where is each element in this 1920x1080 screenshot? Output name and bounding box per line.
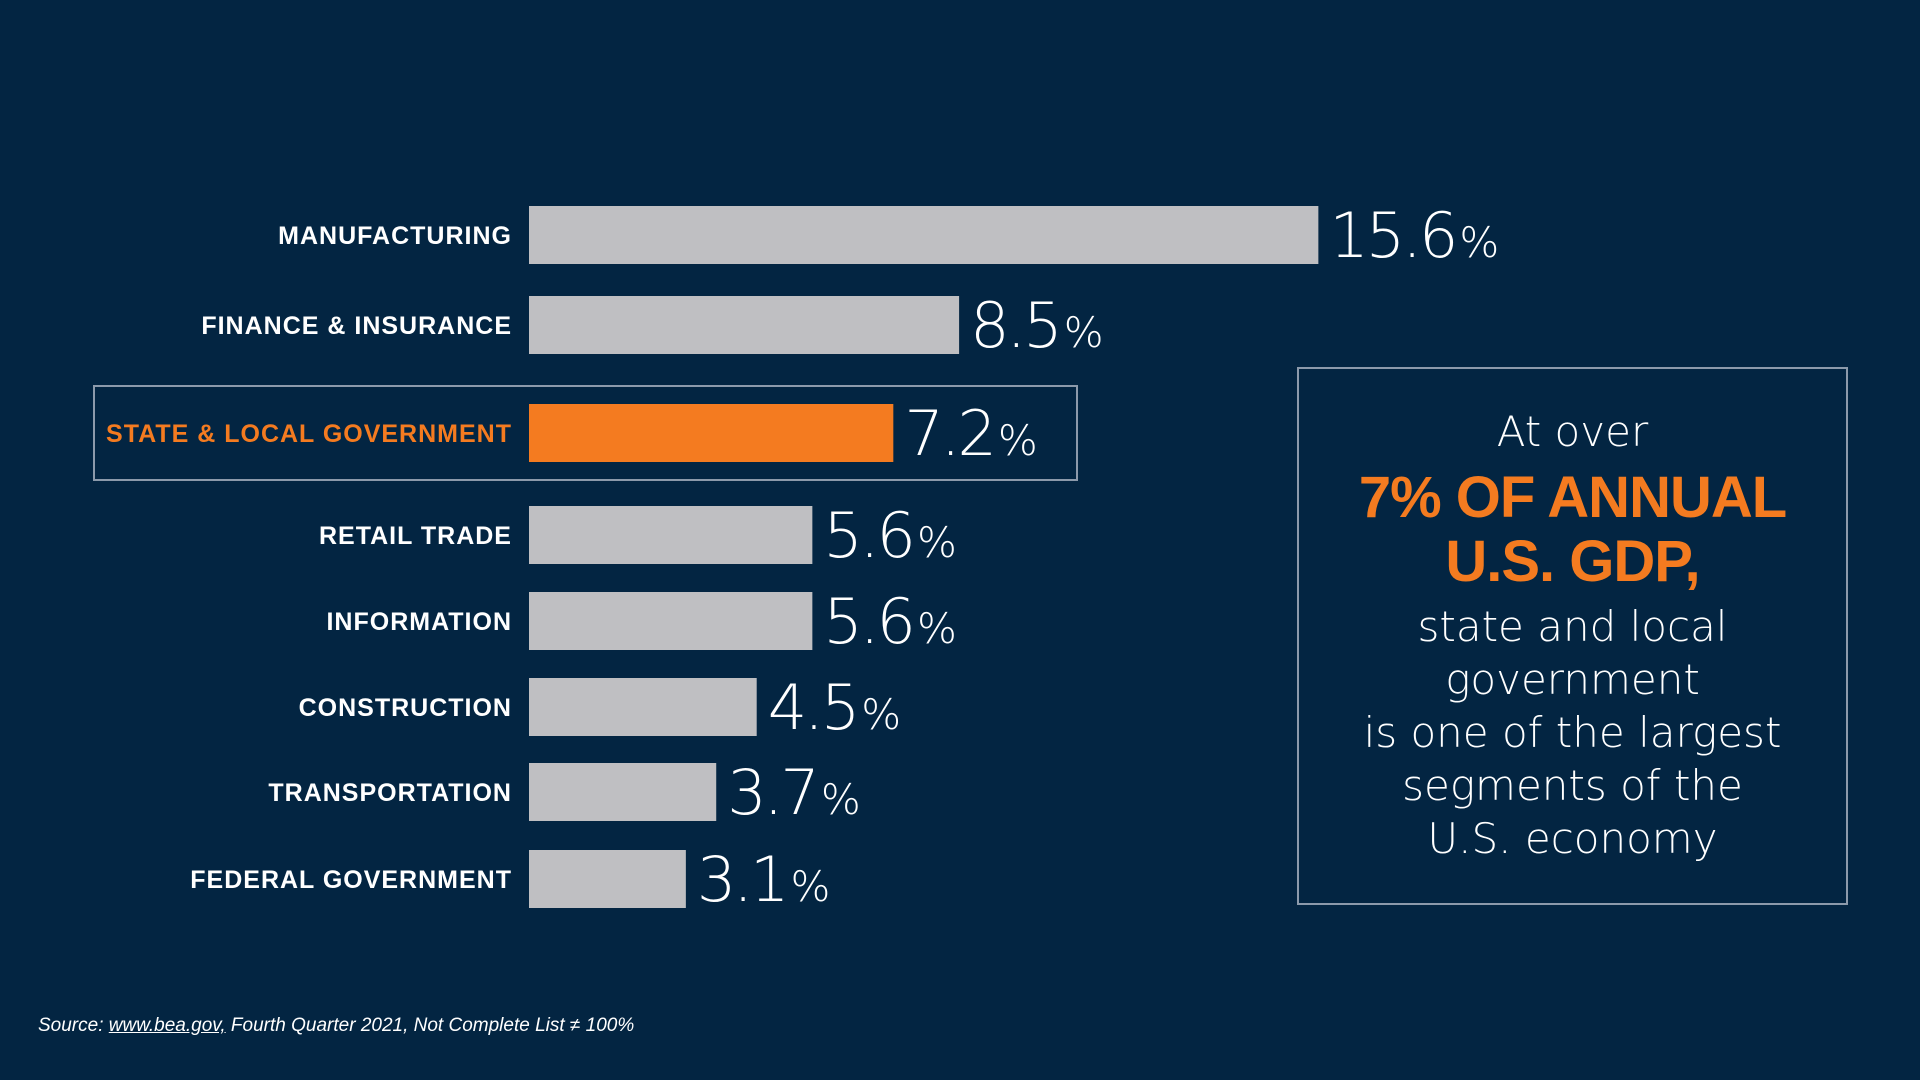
category-label: FINANCE & INSURANCE (201, 312, 512, 340)
value-number: 15.6 (1329, 199, 1455, 272)
source-link[interactable]: www.bea.gov, (108, 1015, 226, 1036)
value-number: 5.6 (823, 585, 913, 658)
bar (529, 296, 960, 354)
value-percent: % (917, 518, 957, 567)
value-label: 3.7% (727, 756, 861, 829)
bar (529, 763, 717, 821)
callout-emphasis: 7% OF ANNUAL U.S. GDP, (1299, 466, 1846, 594)
value-label: 4.5% (768, 671, 902, 744)
bar (529, 206, 1319, 264)
value-number: 3.1 (697, 843, 787, 916)
bar (529, 678, 757, 736)
callout-emphasis-line-1: 7% OF ANNUAL (1358, 465, 1787, 530)
category-label: INFORMATION (326, 608, 512, 636)
bar (529, 506, 813, 564)
value-number: 8.5 (970, 289, 1060, 362)
category-label: STATE & LOCAL GOVERNMENT (106, 420, 512, 448)
value-label: 3.1% (697, 843, 831, 916)
value-number: 5.6 (823, 499, 913, 572)
category-label: TRANSPORTATION (268, 779, 512, 807)
value-percent: % (821, 775, 861, 824)
value-percent: % (1459, 218, 1499, 267)
highlight-frame (93, 385, 1078, 481)
category-label: MANUFACTURING (278, 222, 512, 250)
value-percent: % (861, 690, 901, 739)
value-percent: % (1064, 308, 1104, 357)
value-number: 4.5 (768, 671, 858, 744)
value-label: 5.6% (823, 499, 957, 572)
callout-body-line: is one of the largest (1363, 708, 1782, 757)
callout-body-line: U.S. economy (1427, 814, 1718, 863)
value-percent: % (790, 862, 830, 911)
source-prefix: Source: (38, 1015, 109, 1036)
value-number: 3.7 (727, 756, 817, 829)
gdp-callout-box: At over 7% OF ANNUAL U.S. GDP, state and… (1297, 367, 1848, 905)
bar (529, 592, 813, 650)
value-label: 5.6% (823, 585, 957, 658)
value-percent: % (998, 416, 1038, 465)
value-percent: % (917, 604, 957, 653)
callout-body: state and local government is one of the… (1299, 600, 1846, 865)
source-note: Source: www.bea.gov, Fourth Quarter 2021… (38, 1015, 634, 1037)
bar (529, 850, 686, 908)
value-number: 7.2 (904, 397, 994, 470)
value-label: 15.6% (1329, 199, 1499, 272)
callout-body-line: government (1445, 655, 1700, 704)
value-label: 8.5% (970, 289, 1104, 362)
bar (529, 404, 894, 462)
source-suffix: Fourth Quarter 2021, Not Complete List ≠… (225, 1015, 635, 1036)
category-label: CONSTRUCTION (299, 694, 512, 722)
category-label: FEDERAL GOVERNMENT (190, 866, 512, 894)
callout-emphasis-line-2: U.S. GDP, (1445, 529, 1700, 594)
callout-body-line: state and local (1417, 602, 1728, 651)
callout-lead-text: At over (1496, 407, 1649, 456)
category-label: RETAIL TRADE (319, 522, 512, 550)
value-label: 7.2% (904, 397, 1038, 470)
callout-body-line: segments of the (1402, 761, 1743, 810)
